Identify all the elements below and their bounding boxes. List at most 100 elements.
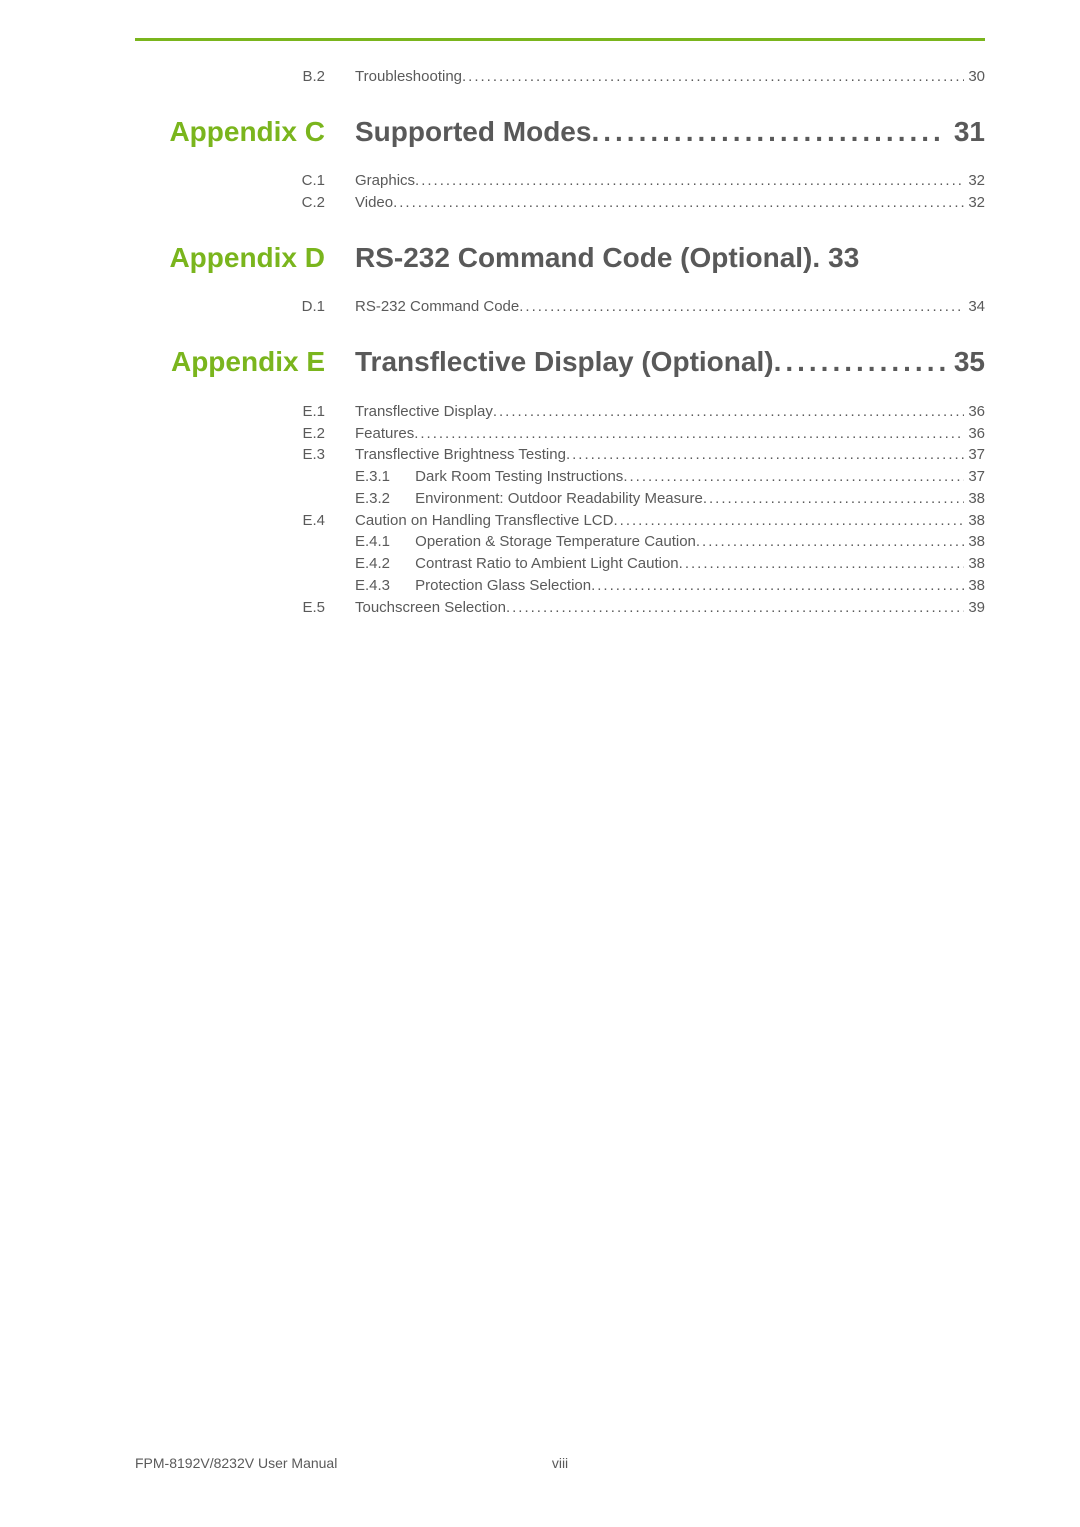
- toc-entry-text: Troubleshooting: [355, 66, 462, 88]
- toc-row: C.2 Video................................…: [135, 192, 985, 214]
- toc-row: E.3.2 Environment: Outdoor Readability M…: [135, 488, 985, 510]
- toc-entry: Transflective Brightness Testing........…: [355, 444, 985, 466]
- toc-entry-text: E.3.1 Dark Room Testing Instructions: [355, 466, 623, 488]
- toc-row: E.4.3 Protection Glass Selection........…: [135, 575, 985, 597]
- toc-entry-text: RS-232 Command Code (Optional): [355, 238, 812, 279]
- toc-entry-text: E.4.1 Operation & Storage Temperature Ca…: [355, 531, 696, 553]
- subsection-number: E.4.1: [355, 531, 411, 553]
- table-of-contents: B.2 Troubleshooting......................…: [135, 66, 985, 618]
- leader-dots: ........................................…: [703, 488, 965, 510]
- toc-entry: RS-232 Command Code (Optional) . 33: [355, 238, 985, 279]
- footer-page-number: viii: [552, 1455, 568, 1471]
- toc-entry-text: Transflective Brightness Testing: [355, 444, 566, 466]
- toc-page-number: 34: [964, 296, 985, 318]
- appendix-label: Appendix D: [135, 238, 325, 279]
- appendix-label: Appendix E: [135, 342, 325, 383]
- section-number: B.2: [135, 66, 325, 88]
- toc-entry: E.4.2 Contrast Ratio to Ambient Light Ca…: [355, 553, 985, 575]
- toc-page-number: 38: [964, 510, 985, 532]
- toc-page-number: 36: [964, 401, 985, 423]
- toc-entry-text: RS-232 Command Code: [355, 296, 519, 318]
- leader-dots: ........................................…: [462, 66, 964, 88]
- toc-entry: E.3.1 Dark Room Testing Instructions....…: [355, 466, 985, 488]
- toc-page-number: 33: [820, 238, 859, 279]
- toc-page-number: 37: [964, 444, 985, 466]
- toc-page-number: 38: [964, 488, 985, 510]
- subsection-title: Protection Glass Selection: [411, 577, 591, 594]
- leader-dots: ........................................…: [393, 192, 964, 214]
- section-number: E.4: [135, 510, 325, 532]
- leader-dots: .: [812, 238, 820, 279]
- toc-entry: Caution on Handling Transflective LCD...…: [355, 510, 985, 532]
- toc-entry: E.4.3 Protection Glass Selection........…: [355, 575, 985, 597]
- toc-row: Appendix D RS-232 Command Code (Optional)…: [135, 238, 985, 279]
- toc-entry: Troubleshooting.........................…: [355, 66, 985, 88]
- toc-entry-text: Graphics: [355, 170, 415, 192]
- toc-entry: E.4.1 Operation & Storage Temperature Ca…: [355, 531, 985, 553]
- toc-page-number: 38: [964, 553, 985, 575]
- toc-entry-text: Transflective Display: [355, 401, 493, 423]
- toc-entry: RS-232 Command Code.....................…: [355, 296, 985, 318]
- subsection-number: E.3.2: [355, 488, 411, 510]
- toc-page-number: 32: [964, 192, 985, 214]
- toc-row: E.4 Caution on Handling Transflective LCD…: [135, 510, 985, 532]
- toc-row: E.4.1 Operation & Storage Temperature Ca…: [135, 531, 985, 553]
- top-rule: [135, 38, 985, 41]
- section-number: D.1: [135, 296, 325, 318]
- appendix-label: Appendix C: [135, 112, 325, 153]
- section-number: E.3: [135, 444, 325, 466]
- section-number: C.1: [135, 170, 325, 192]
- leader-dots: ........................................…: [566, 444, 964, 466]
- leader-dots: ........................................…: [415, 170, 964, 192]
- toc-entry-text: Features: [355, 423, 414, 445]
- toc-entry-text: Supported Modes: [355, 112, 591, 153]
- leader-dots: ......................................: [591, 112, 945, 153]
- toc-page-number: 32: [964, 170, 985, 192]
- toc-page-number: 37: [964, 466, 985, 488]
- section-number: E.1: [135, 401, 325, 423]
- toc-page-number: 38: [964, 575, 985, 597]
- toc-row: E.5Touchscreen Selection................…: [135, 597, 985, 619]
- section-number: E.2: [135, 423, 325, 445]
- toc-entry: Features................................…: [355, 423, 985, 445]
- toc-entry-text: Caution on Handling Transflective LCD: [355, 510, 613, 532]
- page: B.2 Troubleshooting......................…: [0, 0, 1080, 1527]
- leader-dots: ........................................…: [493, 401, 964, 423]
- leader-dots: ........................................…: [414, 423, 964, 445]
- toc-row: E.1 Transflective Display................…: [135, 401, 985, 423]
- toc-entry-text: E.3.2 Environment: Outdoor Readability M…: [355, 488, 703, 510]
- toc-entry: Video...................................…: [355, 192, 985, 214]
- toc-row: Appendix E Transflective Display (Optiona…: [135, 342, 985, 383]
- toc-entry-text: Video: [355, 192, 393, 214]
- leader-dots: ......................................: [774, 342, 946, 383]
- toc-entry: E.3.2 Environment: Outdoor Readability M…: [355, 488, 985, 510]
- toc-row: B.2 Troubleshooting......................…: [135, 66, 985, 88]
- subsection-number: E.4.2: [355, 553, 411, 575]
- toc-entry: Transflective Display...................…: [355, 401, 985, 423]
- leader-dots: ........................................…: [696, 531, 964, 553]
- leader-dots: ........................................…: [613, 510, 964, 532]
- leader-dots: ........................................…: [519, 296, 964, 318]
- toc-page-number: 35: [946, 342, 985, 383]
- section-number: C.2: [135, 192, 325, 214]
- footer: FPM-8192V/8232V User Manual viii: [135, 1455, 985, 1471]
- leader-dots: ........................................…: [679, 553, 965, 575]
- toc-row: D.1 RS-232 Command Code..................…: [135, 296, 985, 318]
- toc-entry-text: Transflective Display (Optional): [355, 342, 774, 383]
- subsection-number: E.4.3: [355, 575, 411, 597]
- toc-row: C.1 Graphics.............................…: [135, 170, 985, 192]
- toc-page-number: 38: [964, 531, 985, 553]
- toc-entry: Transflective Display (Optional)........…: [355, 342, 985, 383]
- subsection-title: Environment: Outdoor Readability Measure: [411, 490, 703, 507]
- toc-page-number: 36: [964, 423, 985, 445]
- toc-entry-text: E.4.2 Contrast Ratio to Ambient Light Ca…: [355, 553, 679, 575]
- toc-row: E.3.1 Dark Room Testing Instructions....…: [135, 466, 985, 488]
- toc-entry-text: Touchscreen Selection: [355, 597, 506, 619]
- toc-row: E.4.2 Contrast Ratio to Ambient Light Ca…: [135, 553, 985, 575]
- toc-entry-text: E.4.3 Protection Glass Selection: [355, 575, 591, 597]
- toc-row: E.2 Features.............................…: [135, 423, 985, 445]
- toc-page-number: 39: [964, 597, 985, 619]
- subsection-title: Dark Room Testing Instructions: [411, 468, 623, 485]
- leader-dots: ........................................…: [506, 597, 964, 619]
- toc-entry: Supported Modes.........................…: [355, 112, 985, 153]
